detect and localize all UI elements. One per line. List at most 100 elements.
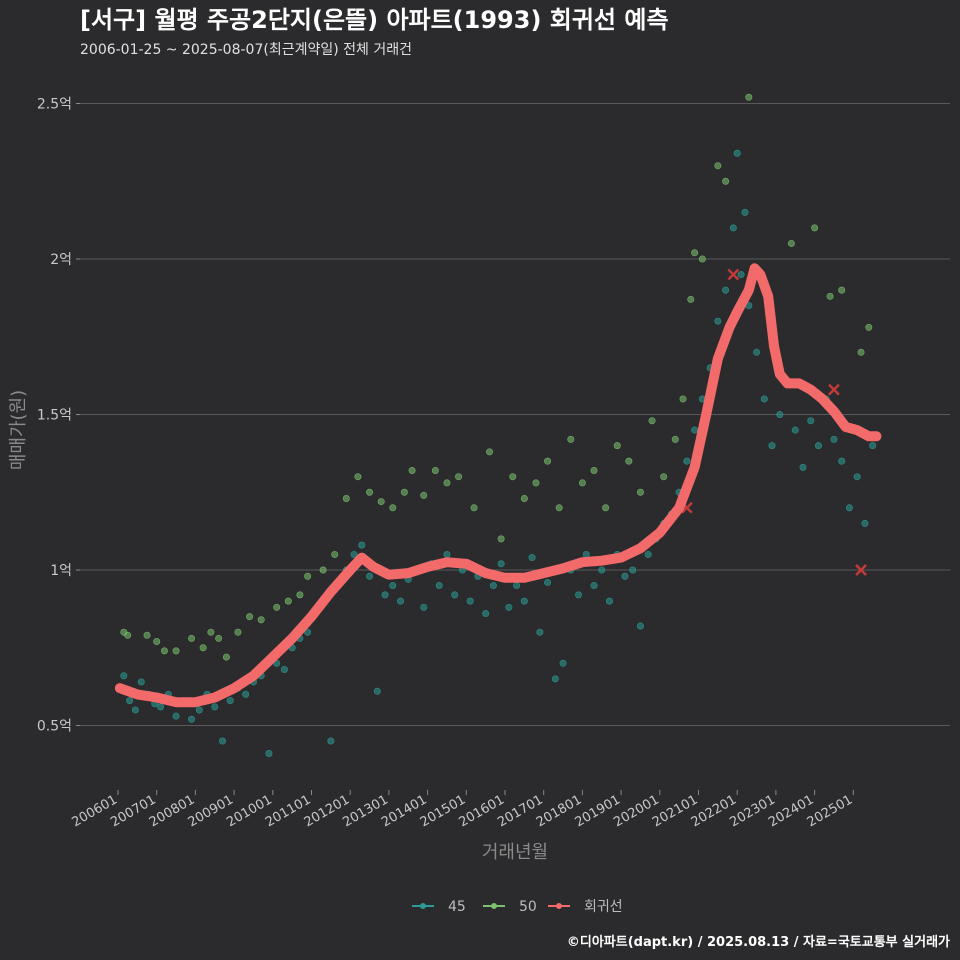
point-series-45 [845, 504, 853, 512]
point-series-45 [137, 678, 145, 686]
point-series-50 [273, 603, 281, 611]
point-series-45 [280, 666, 288, 674]
point-series-50 [714, 162, 722, 170]
point-series-45 [373, 687, 381, 695]
legend-item-s50: 50 [483, 899, 537, 915]
point-series-45 [605, 597, 613, 605]
point-series-45 [513, 582, 521, 590]
point-series-45 [737, 271, 745, 279]
point-series-50 [257, 616, 265, 624]
point-series-45 [814, 442, 822, 450]
y-tick-label: 2억 [50, 252, 72, 268]
y-axis-label: 매매가(원) [8, 390, 29, 470]
point-series-45 [242, 690, 250, 698]
point-series-50 [625, 457, 633, 465]
point-series-50 [342, 494, 350, 502]
legend-swatch-dot [491, 903, 497, 909]
point-series-45 [861, 519, 869, 527]
point-series-45 [536, 628, 544, 636]
legend-swatch-dot [556, 903, 562, 909]
point-series-50 [377, 498, 385, 506]
y-tick-label: 2.5억 [37, 97, 72, 113]
point-series-45 [497, 560, 505, 568]
point-series-50 [234, 628, 242, 636]
y-tick-label: 1.5억 [37, 408, 72, 424]
point-series-50 [153, 638, 161, 646]
point-series-50 [613, 442, 621, 450]
point-series-45 [265, 749, 273, 757]
point-series-45 [551, 675, 559, 683]
point-series-50 [679, 395, 687, 403]
point-series-45 [126, 697, 134, 705]
point-series-50 [319, 566, 327, 574]
point-series-50 [207, 628, 215, 636]
point-series-50 [532, 479, 540, 487]
point-series-50 [555, 504, 563, 512]
point-series-45 [830, 435, 838, 443]
point-series-45 [172, 712, 180, 720]
legend-label: 회귀선 [584, 899, 623, 915]
point-series-50 [660, 473, 668, 481]
point-series-50 [578, 479, 586, 487]
point-series-45 [575, 591, 583, 599]
point-series-50 [497, 535, 505, 543]
point-series-45 [853, 473, 861, 481]
point-series-45 [397, 597, 405, 605]
point-series-45 [760, 395, 768, 403]
scatter-points [116, 93, 877, 757]
x-axis-ticks: 2006012007012008012009012010012011012012… [70, 790, 855, 830]
point-series-50 [826, 292, 834, 300]
point-series-50 [648, 417, 656, 425]
point-series-45 [869, 442, 877, 450]
outlier-marker [727, 268, 740, 281]
y-tick-label: 1억 [50, 563, 72, 579]
chart-subtitle: 2006-01-25 ~ 2025-08-07(최근계약일) 전체 거래건 [80, 42, 412, 58]
point-series-45 [482, 610, 490, 618]
point-series-45 [131, 706, 139, 714]
point-series-45 [644, 550, 652, 558]
point-series-50 [199, 644, 207, 652]
point-series-50 [160, 647, 168, 655]
point-series-50 [722, 177, 730, 185]
point-series-45 [520, 597, 528, 605]
outlier-marker [855, 564, 867, 576]
point-series-45 [776, 410, 784, 418]
point-series-45 [505, 603, 513, 611]
point-series-50 [284, 597, 292, 605]
point-series-50 [172, 647, 180, 655]
point-series-50 [296, 591, 304, 599]
point-series-50 [143, 631, 151, 639]
point-series-45 [420, 603, 428, 611]
point-series-50 [455, 473, 463, 481]
point-series-50 [354, 473, 362, 481]
point-series-45 [451, 591, 459, 599]
point-series-45 [714, 317, 722, 325]
legend-swatch-dot [420, 903, 426, 909]
point-series-50 [838, 286, 846, 294]
point-series-50 [745, 93, 753, 101]
point-series-45 [358, 541, 366, 549]
point-series-45 [327, 737, 335, 745]
point-series-50 [698, 255, 706, 263]
point-series-50 [520, 494, 528, 502]
point-series-50 [636, 488, 644, 496]
point-series-45 [799, 463, 807, 471]
point-series-50 [389, 504, 397, 512]
point-series-45 [768, 442, 776, 450]
legend: 45 50 회귀선 [412, 899, 623, 915]
point-series-50 [602, 504, 610, 512]
point-series-45 [683, 457, 691, 465]
point-series-45 [304, 628, 312, 636]
point-series-45 [791, 426, 799, 434]
point-series-50 [400, 488, 408, 496]
point-series-45 [350, 550, 358, 558]
point-series-50 [787, 239, 795, 247]
x-axis-label: 거래년월 [482, 842, 548, 863]
point-series-45 [157, 703, 165, 711]
point-series-45 [590, 582, 598, 590]
legend-item-regression: 회귀선 [548, 899, 623, 915]
point-series-45 [729, 224, 737, 232]
point-series-50 [188, 634, 196, 642]
outlier-marker [828, 383, 840, 396]
point-series-50 [544, 457, 552, 465]
